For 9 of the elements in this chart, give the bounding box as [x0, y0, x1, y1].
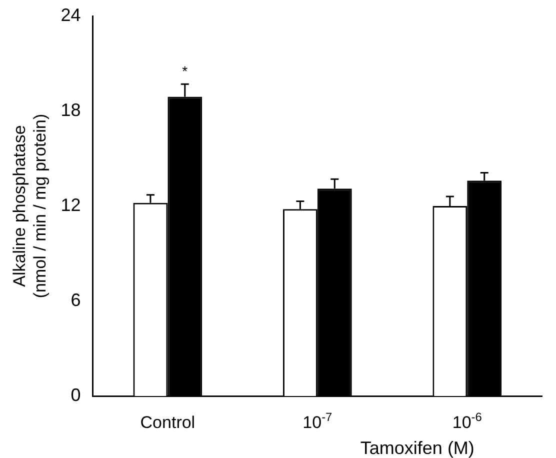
y-tick-label: 18: [60, 100, 81, 120]
x-tick-label: Control: [140, 413, 196, 432]
y-tick-label: 6: [70, 290, 81, 310]
y-axis-title: Alkaline phosphatase (nmol / min / mg protein): [10, 114, 50, 298]
annotation: *: [182, 63, 188, 80]
y-tick-label: 24: [60, 4, 81, 25]
x-axis-title: Tamoxifen (M): [360, 438, 474, 458]
y-tick-label: 0: [70, 384, 81, 405]
y-tick-label: 12: [60, 194, 81, 215]
